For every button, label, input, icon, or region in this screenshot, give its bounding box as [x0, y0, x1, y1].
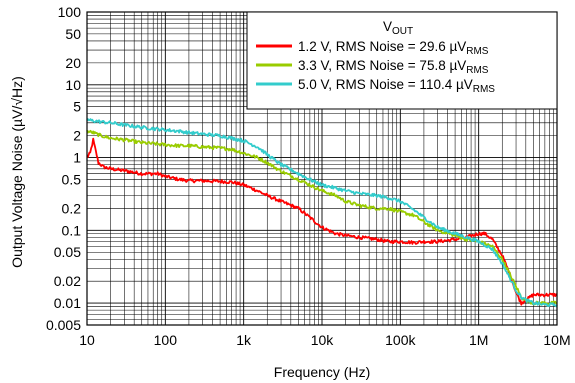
x-tick-label: 100k	[385, 332, 416, 348]
y-tick-label: 50	[65, 26, 81, 42]
y-tick-label: 20	[65, 55, 81, 71]
y-axis-title: Output Voltage Noise (µV/√Hz)	[9, 76, 25, 268]
y-tick-label: 0.05	[54, 244, 81, 260]
x-tick-labels: 10 100 1k 10k 100k 1M 10M	[79, 332, 570, 348]
y-tick-label: 2	[73, 128, 81, 144]
x-tick-label: 10M	[543, 332, 570, 348]
x-tick-label: 1k	[236, 332, 252, 348]
y-tick-label: 0.2	[62, 200, 82, 216]
y-tick-labels: 100 50 20 10 5 2 1 0.5 0.2 0.1 0.05 0.02 0.01 0.005	[46, 4, 81, 333]
legend-title: VOUT	[383, 19, 413, 37]
x-tick-label: 10k	[311, 332, 335, 348]
y-tick-label: 0.02	[54, 273, 81, 289]
y-tick-label: 5	[73, 99, 81, 115]
series-lines	[86, 118, 558, 308]
legend-entry-label: 3.3 V, RMS Noise = 75.8 µVRMS	[298, 58, 489, 76]
x-tick-label: 1M	[469, 332, 488, 348]
y-tick-label: 0.01	[54, 295, 81, 311]
y-tick-label: 0.1	[62, 222, 82, 238]
y-tick-label: 0.5	[62, 171, 82, 187]
legend-entry-label: 1.2 V, RMS Noise = 29.6 µVRMS	[298, 39, 489, 57]
x-tick-label: 10	[79, 332, 95, 348]
series-line-3	[86, 118, 558, 308]
series-line-1	[86, 137, 558, 306]
legend-box	[246, 11, 558, 110]
legend-entry-label: 5.0 V, RMS Noise = 110.4 µVRMS	[298, 77, 495, 95]
y-tick-label: 0.005	[46, 317, 81, 333]
y-tick-label: 10	[65, 77, 81, 93]
y-tick-label: 100	[58, 4, 82, 20]
x-axis-title: Frequency (Hz)	[274, 364, 370, 380]
x-tick-label: 100	[154, 332, 178, 348]
y-tick-label: 1	[73, 150, 81, 166]
